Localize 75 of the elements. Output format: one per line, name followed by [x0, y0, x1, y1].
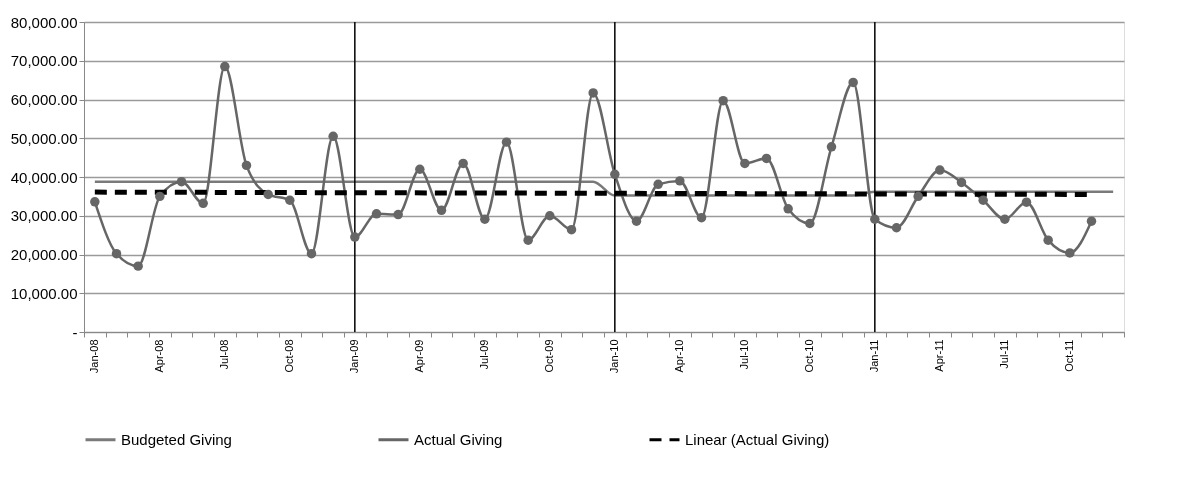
- legend-label: Actual Giving: [414, 430, 503, 448]
- y-tick-label: 10,000.00: [10, 284, 78, 302]
- x-tick-label: Oct-08: [283, 339, 296, 373]
- point: [306, 248, 317, 259]
- x-tick-label: Jul-08: [218, 339, 231, 370]
- point: [328, 131, 338, 142]
- x-tick-label: Oct-09: [543, 339, 556, 373]
- x-tick-label: Apr-08: [153, 339, 166, 373]
- point: [870, 214, 880, 224]
- point: [241, 160, 252, 171]
- point: [631, 216, 642, 226]
- point: [393, 209, 403, 220]
- point: [696, 212, 707, 223]
- point: [111, 248, 122, 259]
- point: [783, 204, 793, 214]
- point: [1000, 214, 1010, 224]
- x-tick-label: Jan-10: [608, 339, 621, 374]
- x-tick-label: Apr-09: [413, 339, 426, 373]
- point: [90, 197, 100, 207]
- point: [1065, 248, 1075, 258]
- y-tick-label: 30,000.00: [10, 207, 78, 225]
- point: [198, 198, 208, 209]
- point: [436, 205, 447, 216]
- point: [848, 77, 858, 88]
- point: [566, 224, 577, 235]
- x-tick-label: Apr-10: [673, 339, 686, 373]
- x-tick-label: Oct-11: [1063, 339, 1076, 372]
- x-tick-label: Jul-11: [998, 339, 1011, 369]
- x-tick-label: Jan-09: [348, 339, 361, 374]
- x-tick-label: Jul-09: [478, 339, 491, 370]
- point: [415, 164, 425, 174]
- point: [675, 176, 685, 186]
- x-tick-label: Apr-11: [933, 339, 946, 372]
- point: [1021, 197, 1032, 207]
- point: [220, 61, 230, 72]
- point: [588, 88, 598, 98]
- point: [155, 191, 165, 202]
- legend-label: Budgeted Giving: [121, 430, 232, 448]
- y-tick-label: 70,000.00: [10, 52, 78, 70]
- point: [523, 235, 533, 245]
- x-tick-label: Jan-08: [88, 339, 101, 374]
- point: [891, 223, 902, 233]
- point: [740, 158, 750, 169]
- x-tick-label: Oct-10: [803, 339, 816, 373]
- point: [956, 177, 967, 188]
- point: [350, 232, 360, 242]
- point: [826, 142, 837, 152]
- point: [285, 195, 295, 205]
- x-tick-label: Jan-11: [868, 339, 881, 373]
- point: [371, 209, 382, 219]
- point: [480, 214, 490, 224]
- point: [761, 153, 772, 164]
- point: [1043, 235, 1053, 245]
- x-tick-label: Jul-10: [738, 339, 751, 370]
- y-tick-label: -: [72, 323, 78, 341]
- point: [501, 137, 512, 147]
- y-tick-label: 40,000.00: [10, 168, 78, 186]
- y-tick-label: 80,000.00: [10, 13, 78, 31]
- point: [718, 95, 728, 106]
- point: [805, 218, 815, 229]
- y-tick-label: 60,000.00: [10, 91, 78, 108]
- point: [545, 211, 555, 221]
- point: [653, 179, 663, 190]
- point: [610, 169, 620, 180]
- point: [1086, 216, 1097, 226]
- point: [458, 158, 468, 169]
- y-tick-label: 20,000.00: [10, 246, 78, 263]
- point: [935, 165, 945, 175]
- legend-label: Linear (Actual Giving): [685, 430, 830, 448]
- point: [263, 189, 273, 200]
- point: [176, 176, 187, 187]
- y-tick-label: 50,000.00: [10, 129, 78, 147]
- point: [978, 195, 988, 205]
- point: [913, 191, 923, 202]
- point: [133, 261, 143, 271]
